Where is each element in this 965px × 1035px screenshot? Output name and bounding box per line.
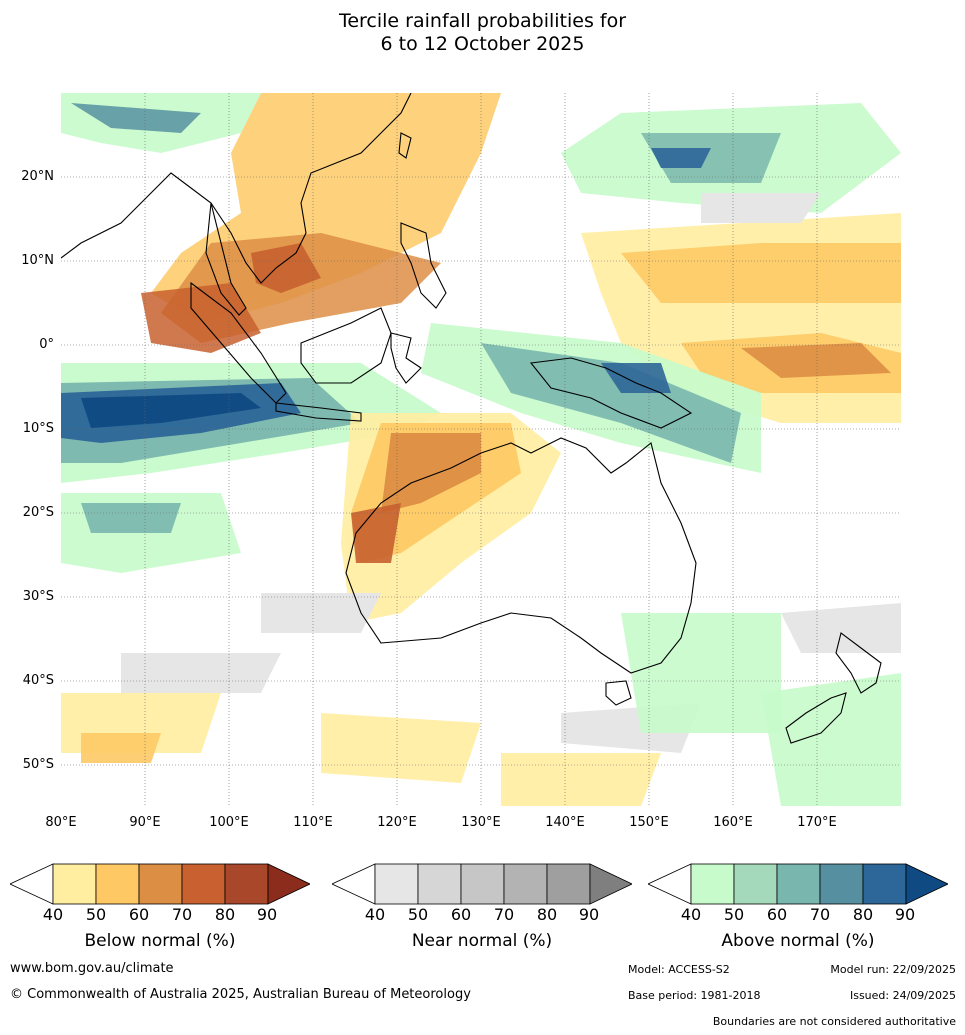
legend-tick: 80 — [536, 905, 558, 924]
legend-tick: 90 — [256, 905, 278, 924]
issued-text: Issued: 24/09/2025 — [849, 989, 956, 1002]
shading-layer — [61, 93, 901, 806]
legend-tick: 90 — [894, 905, 916, 924]
colorbar-segment — [733, 863, 778, 905]
colorbar-extend-high — [589, 863, 632, 905]
australia-coastline — [345, 437, 697, 674]
base-period-text: Base period: 1981-2018 — [628, 989, 761, 1002]
legend-tick: 80 — [214, 905, 236, 924]
legend-tick: 70 — [171, 905, 193, 924]
gridlines — [61, 93, 901, 806]
colorbar-extend-low — [10, 863, 54, 905]
lon-label-160e: 160°E — [713, 815, 753, 830]
colorbar-segment — [417, 863, 462, 905]
lon-label-90e: 90°E — [129, 815, 161, 830]
lat-label-10s: 10°S — [22, 421, 54, 436]
colorbar-extend-low — [332, 863, 376, 905]
legend-tick: 70 — [809, 905, 831, 924]
forecast-map — [61, 93, 901, 806]
colorbar-segment — [862, 863, 907, 905]
title-line-1: Tercile rainfall probabilities for — [338, 10, 627, 32]
legend-title-near-normal: Near normal (%) — [411, 931, 553, 951]
colorbar-segment — [224, 863, 269, 905]
colorbar-segment — [52, 863, 97, 905]
legend-tick: 40 — [42, 905, 64, 924]
legend-title-below-normal: Below normal (%) — [84, 931, 236, 951]
legend-near-normal-colorbar — [332, 863, 632, 905]
disclaimer-text: Boundaries are not considered authoritat… — [712, 1015, 956, 1028]
website-link[interactable]: www.bom.gov.au/climate — [10, 961, 174, 976]
lat-label-20s: 20°S — [22, 505, 54, 520]
lon-label-150e: 150°E — [629, 815, 669, 830]
copyright-text: © Commonwealth of Australia 2025, Austra… — [10, 987, 471, 1002]
title-line-2: 6 to 12 October 2025 — [380, 33, 585, 55]
legend-tick: 70 — [493, 905, 515, 924]
lat-label-0: 0° — [39, 337, 54, 352]
colorbar-segment — [546, 863, 591, 905]
colorbar-segment — [95, 863, 140, 905]
colorbar-extend-high — [905, 863, 948, 905]
asia-coastline — [61, 93, 412, 284]
new-zealand-south-coastline — [785, 692, 847, 744]
colorbar-segment — [181, 863, 226, 905]
map-canvas — [61, 93, 901, 806]
lon-label-120e: 120°E — [377, 815, 417, 830]
colorbar-segment — [690, 863, 735, 905]
lat-label-40s: 40°S — [22, 673, 54, 688]
model-text: Model: ACCESS-S2 — [628, 963, 730, 976]
legend-tick: 40 — [364, 905, 386, 924]
legend-above-normal-colorbar — [648, 863, 948, 905]
colorbar-segment — [138, 863, 183, 905]
tasmania-coastline — [605, 680, 632, 706]
colorbar-extend-low — [648, 863, 692, 905]
taiwan-coastline — [398, 132, 412, 159]
new-zealand-coastline — [835, 632, 882, 694]
legend-tick: 90 — [578, 905, 600, 924]
coastlines — [61, 93, 882, 744]
legend-title-above-normal: Above normal (%) — [721, 931, 875, 951]
legend-tick: 40 — [680, 905, 702, 924]
colorbar-segment — [776, 863, 821, 905]
colorbar-extend-high — [267, 863, 310, 905]
map-title: Tercile rainfall probabilities for 6 to … — [0, 10, 965, 56]
lat-label-10n: 10°N — [21, 253, 54, 268]
colorbar-segment — [374, 863, 419, 905]
lon-label-170e: 170°E — [797, 815, 837, 830]
legend-tick: 50 — [85, 905, 107, 924]
borneo-coastline — [300, 307, 392, 384]
legend-tick: 50 — [723, 905, 745, 924]
philippines-coastline — [400, 222, 447, 309]
legend-below-normal-colorbar — [10, 863, 310, 905]
new-guinea-coastline — [529, 357, 693, 429]
lon-label-140e: 140°E — [545, 815, 585, 830]
legend-tick: 60 — [450, 905, 472, 924]
colorbar-segment — [503, 863, 548, 905]
lat-label-20n: 20°N — [21, 169, 54, 184]
lon-label-130e: 130°E — [461, 815, 501, 830]
malay-peninsula-coastline — [205, 202, 247, 316]
lat-label-50s: 50°S — [22, 757, 54, 772]
colorbar-segment — [460, 863, 505, 905]
legend-tick: 60 — [766, 905, 788, 924]
model-run-text: Model run: 22/09/2025 — [830, 963, 956, 976]
legend-tick: 80 — [852, 905, 874, 924]
lon-label-80e: 80°E — [45, 815, 77, 830]
sulawesi-coastline — [390, 332, 422, 384]
lon-label-100e: 100°E — [209, 815, 249, 830]
lat-label-30s: 30°S — [22, 589, 54, 604]
colorbar-segment — [819, 863, 864, 905]
lon-label-110e: 110°E — [293, 815, 333, 830]
legend-tick: 50 — [407, 905, 429, 924]
java-coastline — [275, 402, 362, 422]
legend-tick: 60 — [128, 905, 150, 924]
